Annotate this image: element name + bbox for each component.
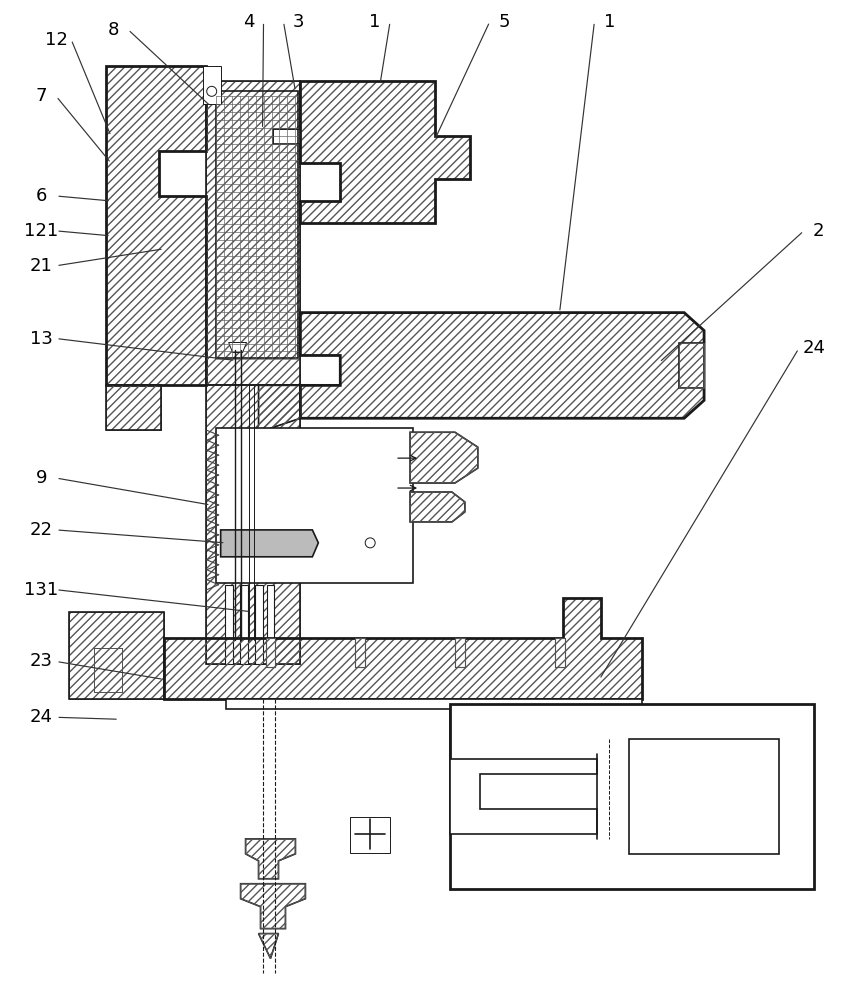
Bar [239, 585, 248, 664]
Polygon shape [450, 759, 597, 834]
Polygon shape [245, 839, 296, 879]
Bar [355, 638, 366, 667]
Polygon shape [450, 704, 814, 889]
Polygon shape [410, 492, 465, 522]
Bar [94, 648, 122, 692]
Bar [216, 91, 298, 358]
Bar [225, 585, 233, 664]
Text: 9: 9 [36, 469, 47, 487]
Text: 7: 7 [36, 87, 47, 105]
Bar [355, 638, 366, 667]
Text: 13: 13 [30, 330, 53, 348]
Bar [455, 638, 465, 667]
Bar [94, 648, 122, 692]
Bar [679, 343, 704, 388]
Text: 22: 22 [30, 521, 53, 539]
Text: 1: 1 [604, 13, 615, 31]
Text: 24: 24 [30, 708, 53, 726]
Polygon shape [410, 432, 478, 483]
Text: 23: 23 [30, 652, 53, 670]
Text: 2: 2 [813, 222, 825, 240]
Text: 12: 12 [45, 31, 67, 49]
Text: 4: 4 [243, 13, 255, 31]
Text: 24: 24 [803, 339, 826, 357]
Bar [679, 343, 704, 388]
Polygon shape [226, 699, 642, 759]
Bar [555, 638, 565, 667]
Bar [266, 638, 275, 667]
Bar [630, 739, 779, 854]
Text: 5: 5 [499, 13, 510, 31]
Bar [350, 817, 390, 853]
Bar [267, 585, 274, 664]
Bar [216, 428, 413, 583]
Text: 8: 8 [107, 21, 118, 39]
Bar [266, 638, 275, 667]
Circle shape [207, 86, 216, 96]
Circle shape [366, 538, 375, 548]
Text: 121: 121 [24, 222, 59, 240]
Polygon shape [240, 884, 305, 929]
Bar [555, 638, 565, 667]
Text: 21: 21 [30, 257, 53, 275]
Text: 131: 131 [24, 581, 59, 599]
Text: 6: 6 [36, 187, 47, 205]
Polygon shape [228, 343, 246, 352]
Text: 3: 3 [293, 13, 304, 31]
Bar [455, 638, 465, 667]
Text: 1: 1 [370, 13, 381, 31]
Bar [255, 585, 262, 664]
Polygon shape [221, 530, 319, 557]
Polygon shape [258, 934, 279, 959]
Bar [203, 66, 221, 104]
